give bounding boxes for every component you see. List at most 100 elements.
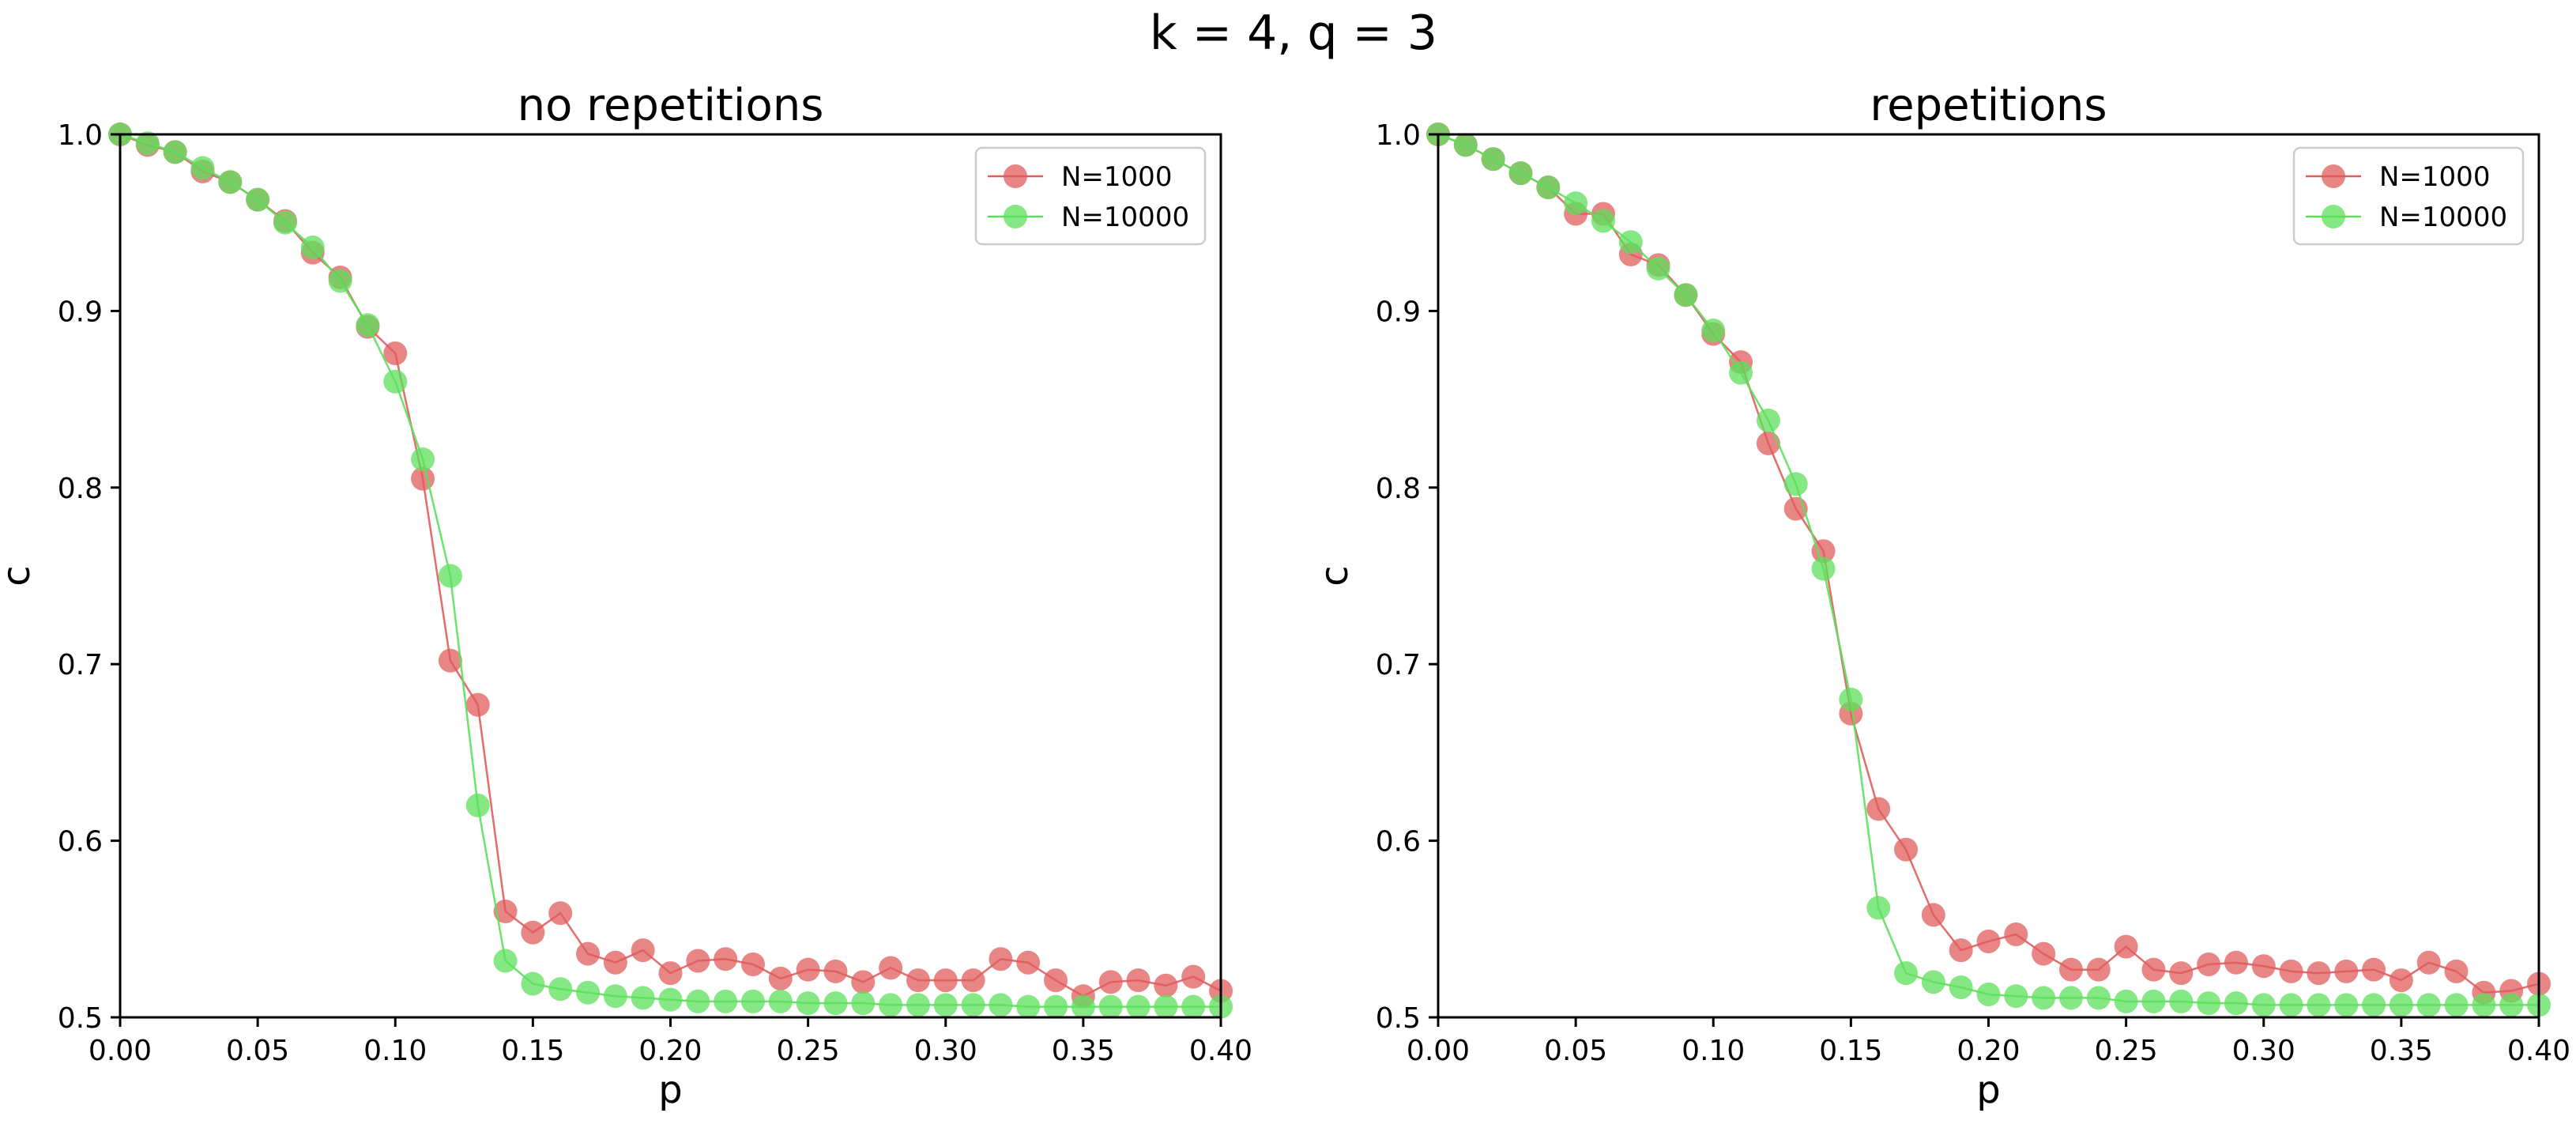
data-point [163,140,187,164]
data-point [796,991,820,1016]
y-axis-label: c [0,565,39,586]
data-point [740,989,765,1013]
chart-panel-1: no repetitions 0.00 0.05 0.10 0.15 0.20 0.25 0.… [0,80,1252,1112]
data-point [2058,986,2083,1010]
legend-marker [1004,164,1027,188]
series-N=10000 [1426,123,2551,1017]
data-point [1154,994,1178,1019]
data-point [1071,994,1095,1019]
x-tick-label: 0.10 [1682,1035,1745,1067]
x-tick-label: 0.20 [638,1035,702,1067]
data-point [2279,993,2303,1017]
y-tick-label: 0.8 [1376,473,1421,505]
data-point [2279,959,2303,983]
data-point [2032,941,2056,966]
data-point [2224,991,2248,1016]
data-point [2416,993,2441,1017]
data-point [1181,994,1206,1019]
data-point [2389,968,2413,993]
data-point [576,980,601,1005]
y-tick-label: 0.5 [58,1002,103,1035]
data-point [906,993,930,1017]
data-point [1894,961,1919,986]
data-point [1181,964,1206,989]
data-point [1811,539,1836,564]
series-N=10000 [108,123,1233,1019]
y-tick-label: 0.7 [1376,649,1421,681]
data-point [1016,994,1041,1019]
y-tick-label: 0.7 [58,649,103,681]
data-point [2197,991,2221,1016]
data-point [2334,959,2359,983]
data-point [768,989,793,1013]
data-point [714,989,738,1013]
data-point [273,210,297,235]
data-point [1949,938,1973,963]
data-point [658,987,683,1012]
figure-suptitle: k = 4, q = 3 [1150,6,1437,61]
data-point [879,956,903,980]
data-point [1783,472,1808,496]
data-point [686,989,710,1013]
data-point [548,977,573,1002]
y-tick-label: 0.9 [1376,296,1421,328]
data-point [190,156,215,180]
data-point [2197,952,2221,976]
x-tick-label: 0.30 [2232,1035,2295,1067]
x-tick-label: 0.05 [1544,1035,1607,1067]
data-point [686,949,710,973]
y-tick-label: 0.6 [1376,826,1421,858]
data-point [2362,957,2386,982]
data-point [2499,993,2524,1017]
legend-marker [2322,164,2345,188]
data-point [851,970,876,994]
panels: no repetitions 0.00 0.05 0.10 0.15 0.20 0.25 0.… [0,80,2570,1112]
data-point [2251,993,2276,1017]
data-point [1098,994,1123,1019]
data-point [961,968,985,993]
data-point [603,984,627,1009]
chart-title: no repetitions [518,80,824,131]
data-point [631,986,655,1010]
data-point [356,313,380,338]
data-point [2444,959,2469,983]
data-point [879,993,903,1017]
data-point [714,947,738,971]
x-axis-label: p [1976,1068,2000,1112]
x-tick-label: 0.35 [2370,1035,2433,1067]
data-point [493,949,518,973]
data-point [521,920,545,945]
data-point [218,170,243,194]
data-point [2169,989,2194,1013]
data-point [383,369,408,394]
data-point [1949,975,1973,1000]
chart-title: repetitions [1870,80,2107,131]
x-tick-label: 0.25 [2095,1035,2158,1067]
data-point [1453,133,1478,157]
data-point [1618,230,1643,255]
data-point [1126,994,1151,1019]
legend-label: N=1000 [1061,161,1172,193]
x-tick-label: 0.00 [89,1035,152,1067]
data-point [576,941,601,966]
data-point [2416,950,2441,975]
data-point [603,950,627,975]
data-point [1976,982,2001,1006]
legend-label: N=10000 [2379,202,2507,233]
data-point [2086,986,2111,1010]
data-point [2004,984,2028,1009]
data-point [1044,968,1068,993]
x-tick-label: 0.05 [226,1035,289,1067]
y-tick-label: 1.0 [58,119,103,152]
y-tick-label: 0.9 [58,296,103,328]
data-point [2472,993,2496,1017]
data-point [1481,147,1505,172]
data-point [1756,408,1780,432]
x-tick-label: 0.40 [2507,1035,2570,1067]
x-axis-label: p [658,1068,682,1112]
data-point [2032,986,2056,1010]
data-point [2058,957,2083,982]
data-point [1921,970,1945,994]
x-tick-label: 0.10 [363,1035,427,1067]
